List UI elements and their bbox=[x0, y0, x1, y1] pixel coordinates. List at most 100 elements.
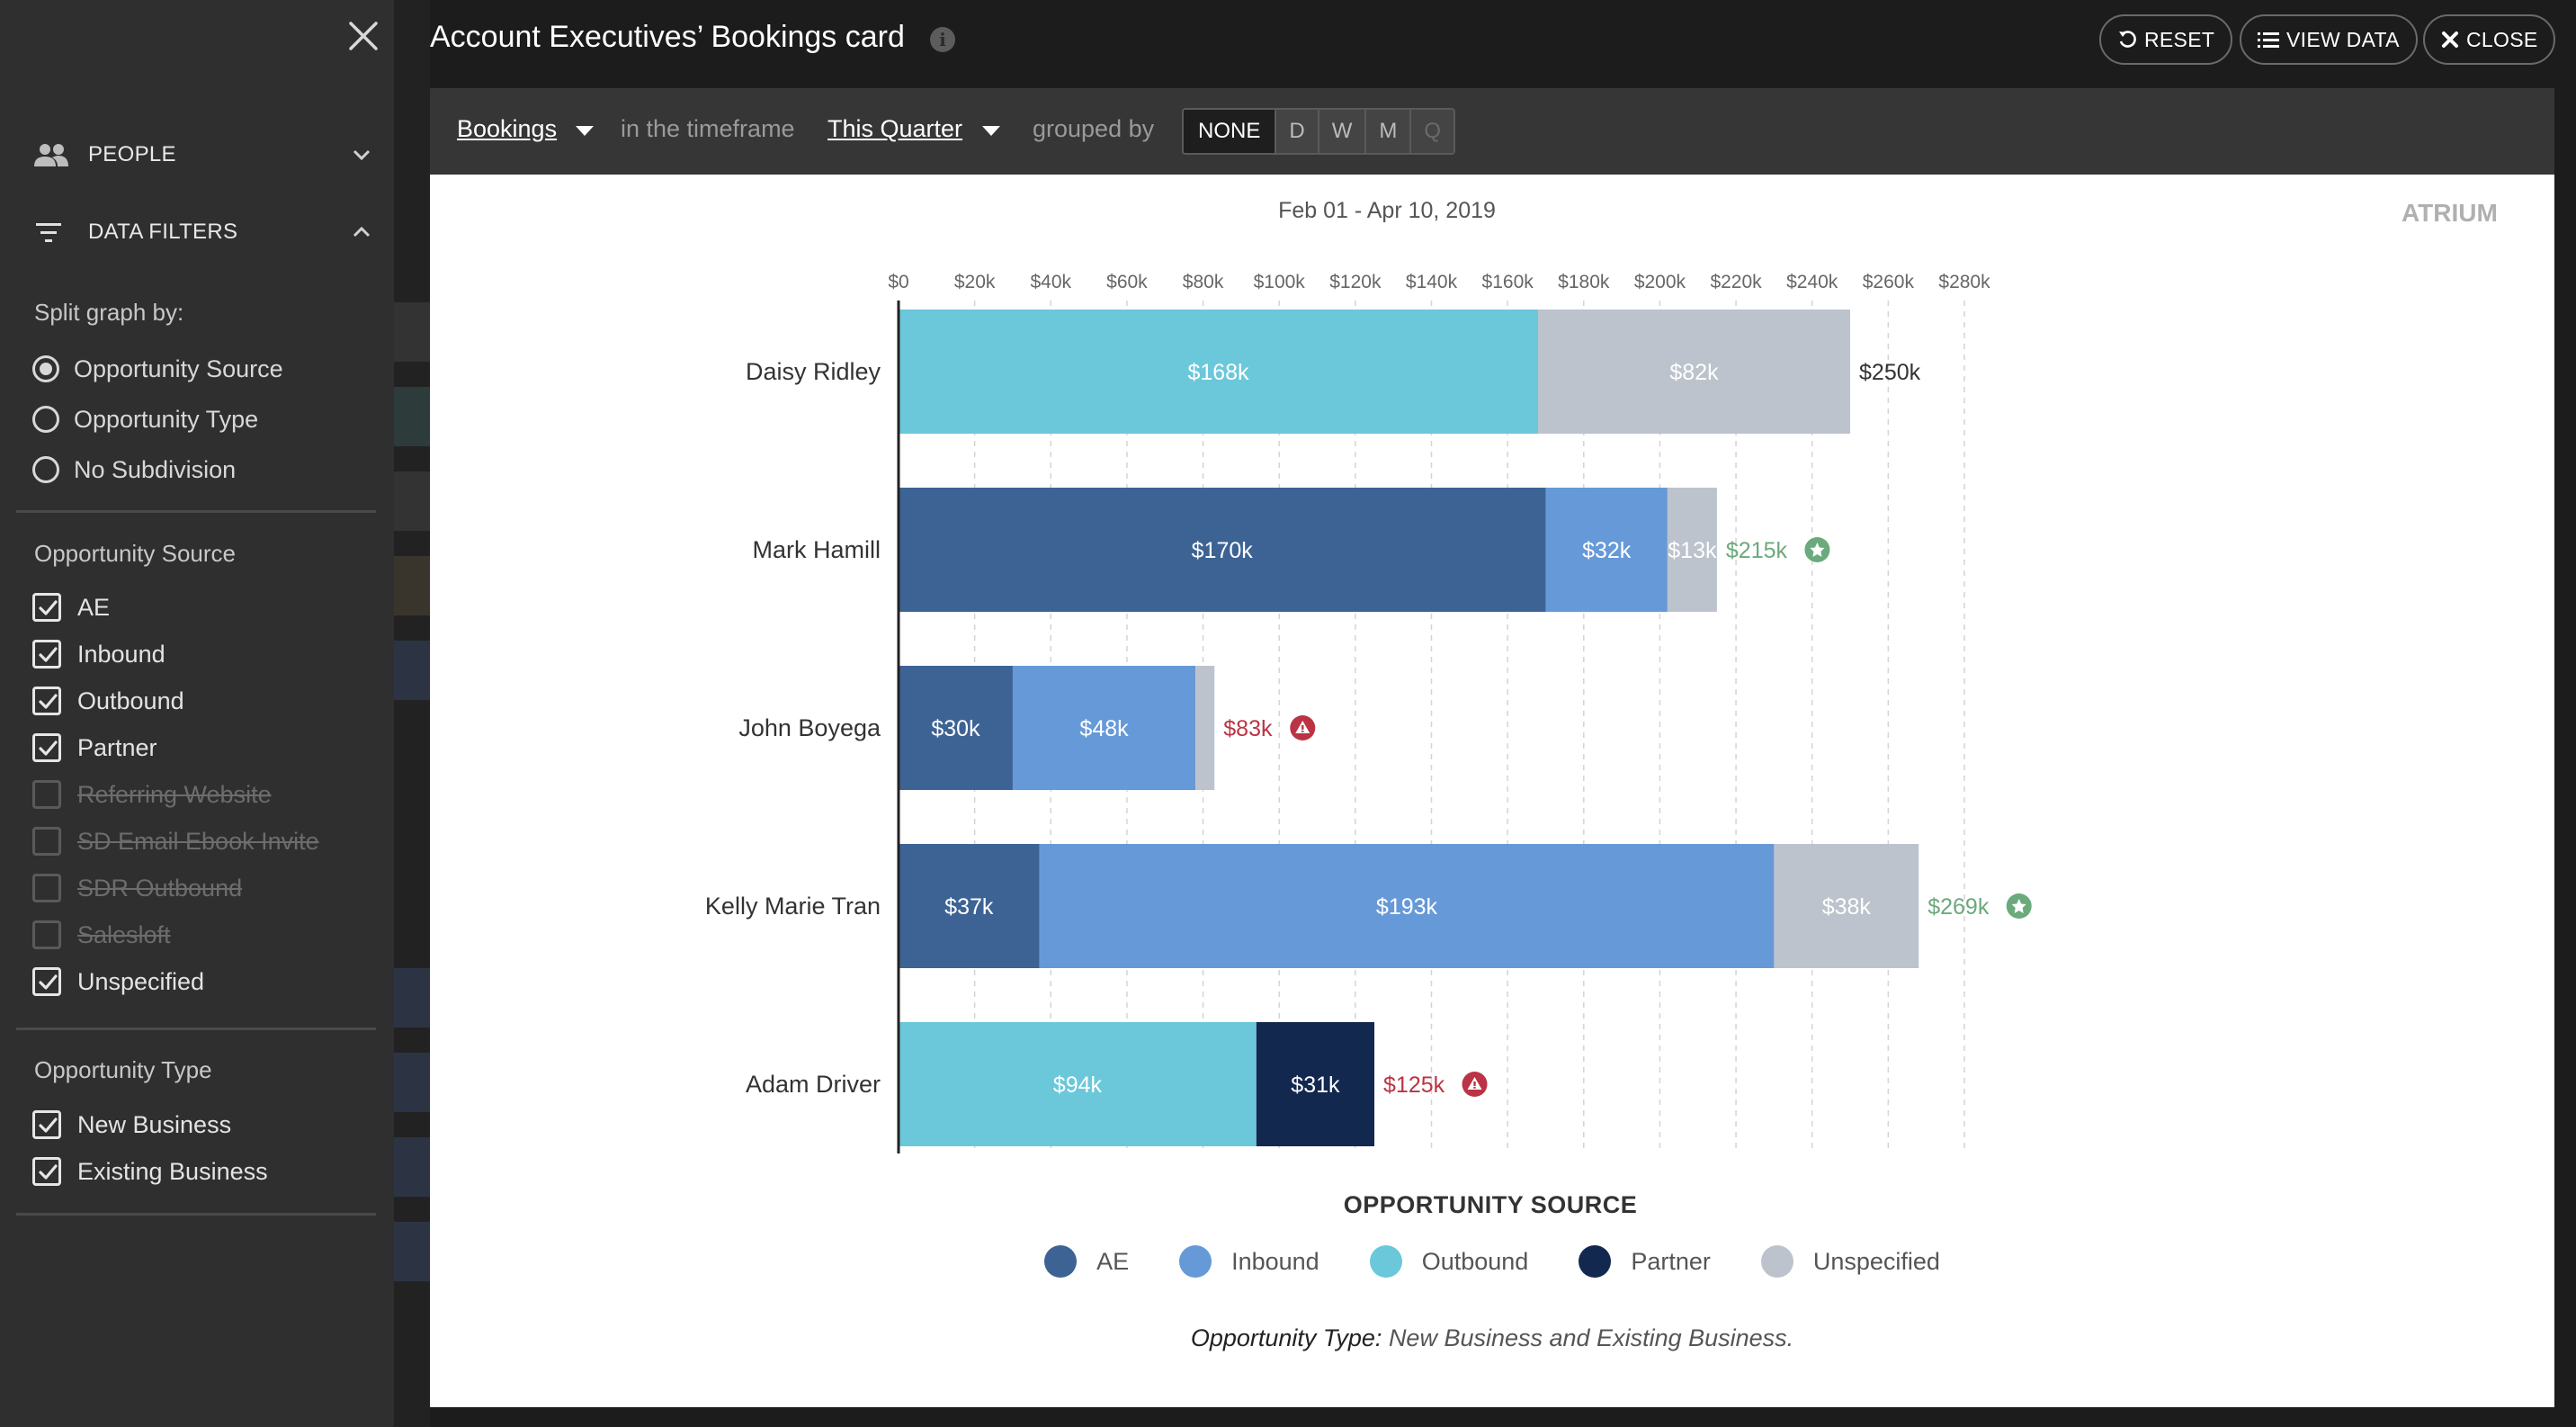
bar-segment[interactable] bbox=[1545, 488, 1668, 612]
group-option-none[interactable]: NONE bbox=[1184, 110, 1275, 153]
bar-value-label: $94k bbox=[1053, 1072, 1103, 1098]
bar-total-label: $215k bbox=[1726, 538, 1788, 563]
radio-selected[interactable] bbox=[32, 355, 59, 382]
bar-segment[interactable] bbox=[899, 1022, 1257, 1146]
bar-value-label: $48k bbox=[1079, 716, 1129, 741]
data-filters-section-toggle[interactable]: DATA FILTERS bbox=[34, 205, 376, 259]
bar-segment[interactable] bbox=[899, 844, 1040, 968]
legend-label: AE bbox=[1096, 1247, 1130, 1275]
checkbox-unchecked[interactable] bbox=[32, 827, 61, 856]
checkbox-unchecked[interactable] bbox=[32, 780, 61, 809]
type-filter-existing-business[interactable]: Existing Business bbox=[32, 1152, 268, 1191]
bar-segment[interactable] bbox=[1039, 844, 1775, 968]
background-row bbox=[394, 387, 430, 446]
star-glyph bbox=[2011, 899, 2026, 913]
split-option-no-subdivision[interactable]: No Subdivision bbox=[32, 450, 236, 489]
checkbox-unchecked[interactable] bbox=[32, 920, 61, 949]
source-filter-salesloft[interactable]: Salesloft bbox=[32, 915, 171, 955]
x-tick-label: $280k bbox=[1938, 272, 1990, 292]
warning-mark bbox=[1473, 1081, 1476, 1086]
caret-down-icon[interactable] bbox=[982, 126, 1000, 136]
caret-down-icon[interactable] bbox=[576, 126, 594, 136]
bar-segment[interactable] bbox=[1012, 666, 1196, 790]
legend-item-inbound[interactable]: Inbound bbox=[1179, 1245, 1319, 1278]
bar-segment[interactable] bbox=[899, 666, 1013, 790]
source-filter-inbound[interactable]: Inbound bbox=[32, 634, 165, 674]
view-data-button[interactable]: VIEW DATA bbox=[2240, 14, 2418, 65]
checkbox-unchecked[interactable] bbox=[32, 874, 61, 902]
checkbox-checked[interactable] bbox=[32, 1110, 61, 1139]
reset-button[interactable]: RESET bbox=[2099, 14, 2233, 65]
group-option-quarter[interactable]: Q bbox=[1409, 110, 1454, 153]
x-tick-label: $180k bbox=[1558, 272, 1610, 292]
checkbox-checked[interactable] bbox=[32, 967, 61, 996]
split-option-label: No Subdivision bbox=[74, 455, 237, 483]
filter-label: Existing Business bbox=[77, 1157, 268, 1185]
split-option-label: Opportunity Type bbox=[74, 405, 259, 433]
checkbox-checked[interactable] bbox=[32, 687, 61, 715]
legend-item-outbound[interactable]: Outbound bbox=[1369, 1245, 1528, 1278]
legend-item-unspecified[interactable]: Unspecified bbox=[1760, 1245, 1940, 1278]
divider bbox=[16, 1213, 376, 1216]
background-row bbox=[394, 641, 430, 700]
x-tick-label: $60k bbox=[1106, 272, 1148, 292]
checkbox-checked[interactable] bbox=[32, 733, 61, 762]
bar-value-label: $31k bbox=[1291, 1072, 1340, 1098]
bar-segment[interactable] bbox=[1538, 310, 1851, 434]
filter-label: SDR Outbound bbox=[77, 874, 243, 902]
source-filter-ae[interactable]: AE bbox=[32, 588, 110, 627]
split-option-opportunity-type[interactable]: Opportunity Type bbox=[32, 399, 258, 439]
legend-swatch bbox=[1179, 1245, 1212, 1278]
date-range: Feb 01 - Apr 10, 2019 bbox=[1278, 198, 1496, 223]
warning-dot bbox=[1473, 1087, 1476, 1089]
bar-segment[interactable] bbox=[899, 310, 1538, 434]
legend-swatch bbox=[1369, 1245, 1402, 1278]
footnote-label: Opportunity Type: bbox=[1190, 1324, 1382, 1351]
filter-label: Partner bbox=[77, 733, 157, 761]
close-sidebar-icon[interactable] bbox=[344, 16, 383, 56]
x-tick-label: $140k bbox=[1406, 272, 1458, 292]
radio-unselected[interactable] bbox=[32, 456, 59, 483]
bar-value-label: $193k bbox=[1376, 894, 1438, 920]
source-filter-sd-email-ebook-invite[interactable]: SD Email Ebook Invite bbox=[32, 821, 319, 861]
checkbox-checked[interactable] bbox=[32, 593, 61, 622]
reset-icon bbox=[2119, 31, 2136, 48]
group-option-week[interactable]: W bbox=[1317, 110, 1365, 153]
info-icon[interactable]: i bbox=[930, 27, 955, 52]
legend-item-partner[interactable]: Partner bbox=[1579, 1245, 1711, 1278]
warning-dot bbox=[1301, 731, 1304, 732]
legend-item-ae[interactable]: AE bbox=[1044, 1245, 1129, 1278]
timeframe-prefix: in the timeframe bbox=[621, 115, 795, 142]
people-section-toggle[interactable]: PEOPLE bbox=[34, 128, 376, 182]
source-filter-partner[interactable]: Partner bbox=[32, 728, 157, 767]
radio-unselected[interactable] bbox=[32, 406, 59, 433]
category-label: Kelly Marie Tran bbox=[705, 893, 881, 920]
bar-value-label: $30k bbox=[931, 716, 980, 741]
x-tick-label: $160k bbox=[1482, 272, 1534, 292]
source-filter-referring-website[interactable]: Referring Website bbox=[32, 775, 272, 814]
bar-segment[interactable] bbox=[1667, 488, 1717, 612]
view-data-label: VIEW DATA bbox=[2286, 27, 2400, 51]
source-filter-outbound[interactable]: Outbound bbox=[32, 681, 184, 721]
source-filter-sdr-outbound[interactable]: SDR Outbound bbox=[32, 868, 242, 908]
checkbox-checked[interactable] bbox=[32, 640, 61, 669]
bar-segment[interactable] bbox=[1256, 1022, 1375, 1146]
close-button[interactable]: CLOSE bbox=[2423, 14, 2556, 65]
opportunity-type-heading: Opportunity Type bbox=[34, 1056, 212, 1083]
bar-segment[interactable] bbox=[1195, 666, 1215, 790]
bar-segment[interactable] bbox=[899, 488, 1546, 612]
split-option-opportunity-source[interactable]: Opportunity Source bbox=[32, 349, 283, 389]
legend-title: OPPORTUNITY SOURCE bbox=[1343, 1191, 1638, 1218]
bar-segment[interactable] bbox=[1774, 844, 1919, 968]
type-filter-new-business[interactable]: New Business bbox=[32, 1105, 231, 1144]
checkbox-checked[interactable] bbox=[32, 1157, 61, 1186]
source-filter-unspecified[interactable]: Unspecified bbox=[32, 962, 204, 1001]
metric-dropdown[interactable]: Bookings bbox=[457, 115, 558, 142]
legend-swatch bbox=[1760, 1245, 1793, 1278]
timeframe-dropdown[interactable]: This Quarter bbox=[827, 115, 963, 142]
group-option-day[interactable]: D bbox=[1275, 110, 1318, 153]
filter-icon bbox=[34, 214, 70, 250]
chart-panel: Feb 01 - Apr 10, 2019 ATRIUM $0 $20k $40k $… bbox=[430, 175, 2554, 1407]
footnote-value: New Business and Existing Business. bbox=[1388, 1324, 1794, 1351]
group-option-month[interactable]: M bbox=[1364, 110, 1410, 153]
